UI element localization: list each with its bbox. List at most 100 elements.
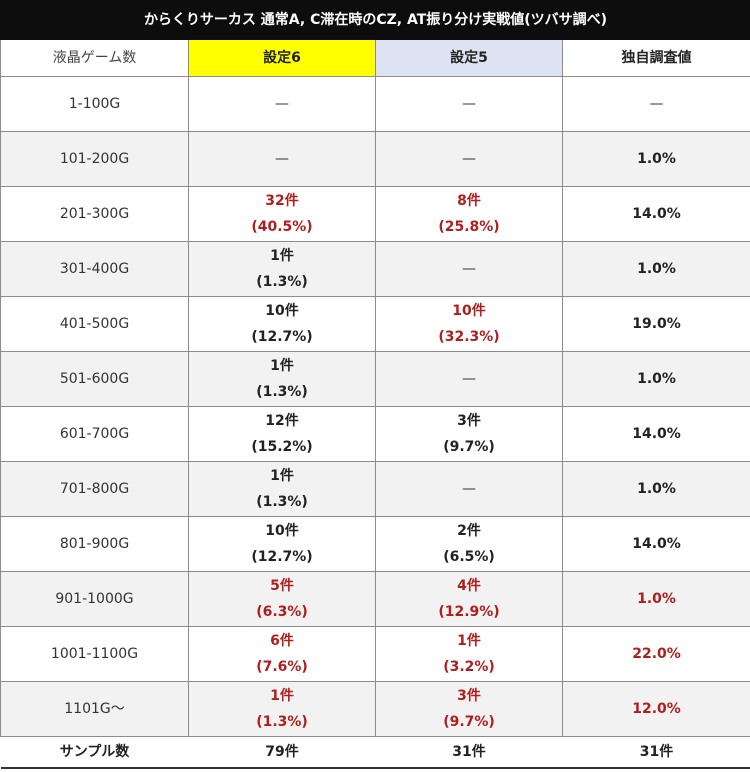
- setting6-cell: —: [188, 131, 376, 187]
- setting6-cell: 5件 (6.3%): [188, 571, 376, 627]
- no-data-dash: —: [462, 261, 476, 277]
- header-games: 液晶ゲーム数: [0, 39, 189, 77]
- percent-value: (25.8%): [438, 219, 500, 235]
- count-value: 1件: [270, 468, 294, 484]
- totals-label: サンプル数: [0, 736, 189, 769]
- table-row: 501-600G 1件 (1.3%) — 1.0%: [0, 351, 750, 407]
- game-range-cell: 201-300G: [0, 186, 189, 242]
- setting6-cell: 1件 (1.3%): [188, 351, 376, 407]
- percent-value: (1.3%): [256, 494, 308, 510]
- count-value: 5件: [270, 578, 294, 594]
- table-row: 1-100G — — —: [0, 76, 750, 132]
- table-row: 701-800G 1件 (1.3%) — 1.0%: [0, 461, 750, 517]
- count-value: 10件: [265, 303, 299, 319]
- percent-value: (6.3%): [256, 604, 308, 620]
- count-value: 6件: [270, 633, 294, 649]
- game-range-cell: 1001-1100G: [0, 626, 189, 682]
- setting6-cell: 1件 (1.3%): [188, 241, 376, 297]
- percent-value: (40.5%): [251, 219, 313, 235]
- setting6-cell: 1件 (1.3%): [188, 681, 376, 737]
- game-range-cell: 1-100G: [0, 76, 189, 132]
- own-survey-cell: 14.0%: [561, 186, 750, 242]
- percent-value: (15.2%): [251, 439, 313, 455]
- table-row: 201-300G 32件 (40.5%) 8件 (25.8%) 14.0%: [0, 186, 750, 242]
- own-survey-cell: 12.0%: [561, 681, 750, 737]
- setting5-cell: 4件 (12.9%): [375, 571, 563, 627]
- setting6-cell: 32件 (40.5%): [188, 186, 376, 242]
- totals-own: 31件: [562, 736, 750, 769]
- setting6-cell: —: [188, 76, 376, 132]
- setting6-cell: 12件 (15.2%): [188, 406, 376, 462]
- setting6-cell: 1件 (1.3%): [188, 461, 376, 517]
- count-value: 8件: [457, 193, 481, 209]
- count-value: 4件: [457, 578, 481, 594]
- count-value: 10件: [265, 523, 299, 539]
- percent-value: (1.3%): [256, 714, 308, 730]
- table-row: 601-700G 12件 (15.2%) 3件 (9.7%) 14.0%: [0, 406, 750, 462]
- game-range-cell: 901-1000G: [0, 571, 189, 627]
- table-row: 901-1000G 5件 (6.3%) 4件 (12.9%) 1.0%: [0, 571, 750, 627]
- table-row: 1001-1100G 6件 (7.6%) 1件 (3.2%) 22.0%: [0, 626, 750, 682]
- setting6-cell: 6件 (7.6%): [188, 626, 376, 682]
- game-range-cell: 401-500G: [0, 296, 189, 352]
- count-value: 1件: [270, 248, 294, 264]
- count-value: 1件: [270, 358, 294, 374]
- no-data-dash: —: [462, 481, 476, 497]
- setting6-cell: 10件 (12.7%): [188, 516, 376, 572]
- percent-value: (3.2%): [443, 659, 495, 675]
- percent-value: (1.3%): [256, 384, 308, 400]
- percent-value: (9.7%): [443, 714, 495, 730]
- own-survey-cell: 1.0%: [561, 461, 750, 517]
- setting6-cell: 10件 (12.7%): [188, 296, 376, 352]
- game-range-cell: 801-900G: [0, 516, 189, 572]
- game-range-cell: 501-600G: [0, 351, 189, 407]
- own-survey-cell: 19.0%: [561, 296, 750, 352]
- table-title: からくりサーカス 通常A, C滞在時のCZ, AT振り分け実戦値(ツバサ調べ): [0, 0, 750, 40]
- own-survey-cell: 14.0%: [561, 516, 750, 572]
- setting5-cell: 10件 (32.3%): [375, 296, 563, 352]
- header-setting5: 設定5: [375, 39, 563, 77]
- game-range-cell: 1101G〜: [0, 681, 189, 737]
- count-value: 1件: [270, 688, 294, 704]
- setting5-cell: 8件 (25.8%): [375, 186, 563, 242]
- count-value: 3件: [457, 413, 481, 429]
- totals-s6: 79件: [188, 736, 376, 769]
- count-value: 2件: [457, 523, 481, 539]
- totals-s5: 31件: [375, 736, 563, 769]
- setting5-cell: 2件 (6.5%): [375, 516, 563, 572]
- no-data-dash: —: [275, 96, 289, 112]
- count-value: 10件: [452, 303, 486, 319]
- percent-value: (1.3%): [256, 274, 308, 290]
- percent-value: (9.7%): [443, 439, 495, 455]
- no-data-dash: —: [275, 151, 289, 167]
- setting5-cell: —: [375, 241, 563, 297]
- setting5-cell: —: [375, 351, 563, 407]
- percent-value: (12.9%): [438, 604, 500, 620]
- count-value: 1件: [457, 633, 481, 649]
- setting5-cell: 3件 (9.7%): [375, 681, 563, 737]
- table-body: 1-100G — — —101-200G — —1.0% 201-300G 32件 (40.5%…: [0, 76, 750, 737]
- setting5-cell: 1件 (3.2%): [375, 626, 563, 682]
- own-survey-cell: 22.0%: [561, 626, 750, 682]
- own-survey-cell: 1.0%: [561, 131, 750, 187]
- table-row: 301-400G 1件 (1.3%) — 1.0%: [0, 241, 750, 297]
- game-range-cell: 301-400G: [0, 241, 189, 297]
- count-value: 32件: [265, 193, 299, 209]
- game-range-cell: 701-800G: [0, 461, 189, 517]
- totals-row: サンプル数 79件 31件 31件: [0, 736, 750, 769]
- count-value: 12件: [265, 413, 299, 429]
- game-range-cell: 601-700G: [0, 406, 189, 462]
- table-row: 801-900G 10件 (12.7%) 2件 (6.5%) 14.0%: [0, 516, 750, 572]
- own-survey-cell: —: [561, 76, 750, 132]
- no-data-dash: —: [462, 151, 476, 167]
- count-value: 3件: [457, 688, 481, 704]
- percent-value: (12.7%): [251, 549, 313, 565]
- game-range-cell: 101-200G: [0, 131, 189, 187]
- percent-value: (12.7%): [251, 329, 313, 345]
- table-row: 1101G〜 1件 (1.3%) 3件 (9.7%) 12.0%: [0, 681, 750, 737]
- own-survey-cell: 1.0%: [561, 241, 750, 297]
- setting5-cell: 3件 (9.7%): [375, 406, 563, 462]
- no-data-dash: —: [462, 371, 476, 387]
